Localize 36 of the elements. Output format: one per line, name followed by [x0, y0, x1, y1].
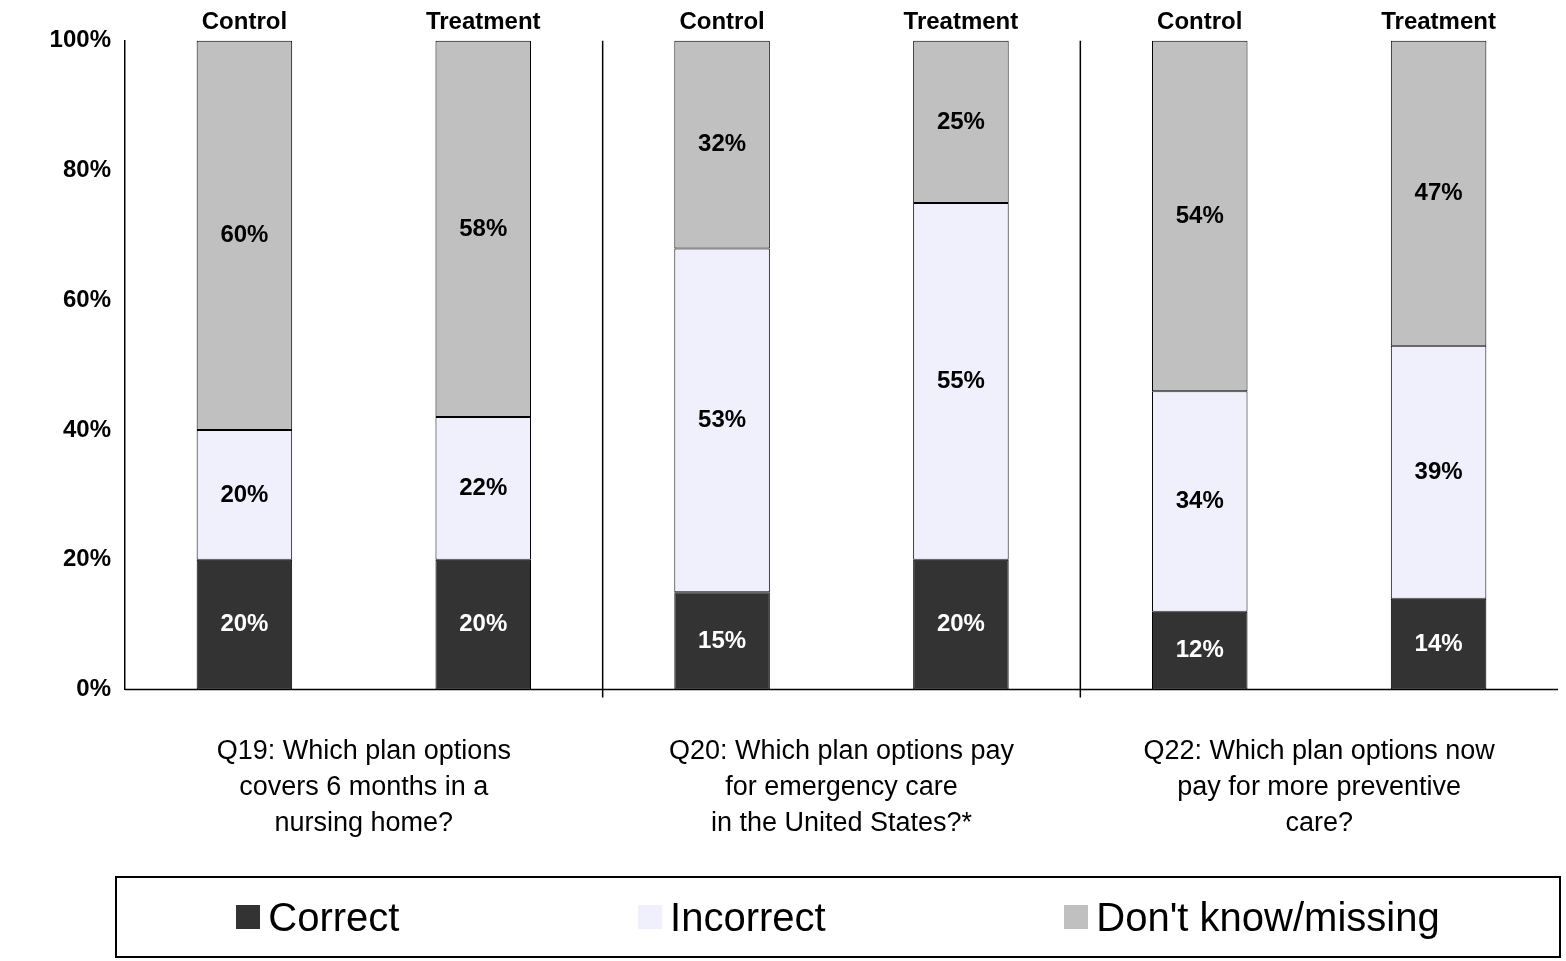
x-tick-label: Treatment — [425, 7, 541, 35]
x-tick-label: Control — [1157, 7, 1243, 35]
data-label: 12% — [1175, 635, 1224, 663]
data-label: 20% — [220, 479, 269, 507]
data-label: 39% — [1414, 456, 1463, 484]
text: Q20: Which plan options pay for emergency care in the United States?* — [667, 734, 1016, 839]
text: Q19: Which plan options covers 6 months in a nursing home? — [215, 734, 512, 839]
data-label: 55% — [936, 366, 985, 394]
data-label: 58% — [459, 213, 508, 241]
legend-label: Incorrect — [670, 894, 826, 940]
y-tick-label: 40% — [62, 414, 111, 442]
y-tick-label: 0% — [76, 674, 111, 702]
data-label: 60% — [220, 220, 269, 248]
y-tick-label: 60% — [62, 284, 111, 312]
data-label: 54% — [1175, 200, 1224, 228]
data-label: 15% — [698, 625, 747, 653]
data-label: 20% — [459, 609, 508, 637]
data-label: 20% — [936, 609, 985, 637]
data-label: 25% — [936, 106, 985, 134]
data-label: 53% — [698, 404, 747, 432]
x-tick-label: Control — [201, 7, 288, 35]
legend-label: Correct — [268, 894, 400, 940]
data-label: 22% — [459, 473, 508, 501]
data-label: 14% — [1414, 628, 1463, 656]
y-tick-label: 80% — [62, 155, 111, 183]
text: Q22: Which plan options now pay for more preventive care? — [1142, 734, 1496, 839]
data-label: 34% — [1175, 486, 1224, 514]
x-tick-label: Control — [679, 7, 765, 35]
y-tick-label: 20% — [62, 544, 111, 572]
data-label: 47% — [1414, 177, 1463, 205]
legend-label: Don't know/missing — [1096, 894, 1440, 940]
y-tick-label: 100% — [49, 25, 111, 53]
x-tick-label: Treatment — [1381, 7, 1496, 35]
x-tick-label: Treatment — [903, 7, 1019, 35]
data-label: 20% — [220, 609, 269, 637]
data-label: 32% — [698, 129, 747, 157]
